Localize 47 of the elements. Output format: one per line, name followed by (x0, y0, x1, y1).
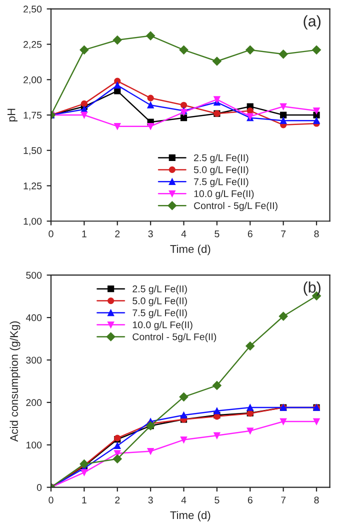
x-tick-label: 5 (214, 496, 220, 504)
x-tick-label: 4 (181, 496, 186, 504)
y-tick-label: 1,25 (24, 182, 42, 191)
x-tick-label: 2 (115, 230, 120, 238)
x-tick-label: 6 (248, 230, 252, 238)
x-tick-label: 3 (148, 230, 153, 238)
x-tick-label: 0 (48, 496, 54, 504)
y-tick-label: 2,00 (24, 76, 42, 84)
annotation: (b) (304, 281, 320, 296)
x-tick-label: 6 (248, 496, 252, 504)
x-tick-label: 8 (314, 496, 319, 504)
legend-label: 2.5 g/L Fe(II) (194, 154, 248, 164)
y-tick-label: 400 (26, 314, 42, 322)
legend-label: 2.5 g/L Fe(II) (132, 285, 187, 294)
x-tick-label: 8 (314, 230, 319, 238)
y-tick-label: 2,25 (24, 41, 42, 50)
legend-label: 7.5 g/L Fe(II) (194, 178, 248, 188)
legend-label: 10.0 g/L Fe(II) (132, 321, 192, 330)
y-tick-label: 0 (36, 484, 42, 491)
x-axis-title: Time (d) (170, 244, 210, 256)
x-tick-label: 1 (82, 496, 86, 504)
x-tick-label: 3 (148, 496, 153, 504)
y-tick-label: 200 (26, 399, 42, 406)
y-tick-label: 2,50 (24, 6, 42, 14)
legend-label: Control - 5g/L Fe(II) (132, 333, 216, 342)
legend-label: Control - 5g/L Fe(II) (194, 202, 278, 212)
y-tick-label: 500 (26, 272, 42, 279)
y-tick-label: 1,75 (24, 112, 42, 120)
y-tick-label: 1,00 (24, 218, 42, 226)
x-tick-label: 4 (181, 230, 186, 238)
x-tick-label: 5 (214, 230, 220, 238)
legend-label: 7.5 g/L Fe(II) (132, 309, 187, 318)
legend-label: 5.0 g/L Fe(II) (194, 166, 248, 176)
y-tick-label: 100 (26, 442, 42, 448)
y-tick-label: 300 (26, 356, 42, 364)
x-tick-label: 0 (48, 230, 54, 238)
legend-label: 5.0 g/L Fe(II) (132, 297, 187, 306)
x-tick-label: 7 (281, 230, 286, 238)
x-tick-label: 7 (281, 496, 286, 504)
legend-label: 10.0 g/L Fe(II) (194, 190, 254, 200)
annotation: (a) (304, 15, 320, 30)
x-tick-label: 1 (82, 230, 86, 238)
x-axis-title: Time (d) (170, 510, 210, 522)
y-tick-label: 1,50 (24, 147, 42, 156)
y-axis-title: Acid consumption (g/Kg) (10, 321, 20, 442)
x-tick-label: 2 (115, 496, 120, 504)
y-axis-title: pH (8, 108, 18, 122)
